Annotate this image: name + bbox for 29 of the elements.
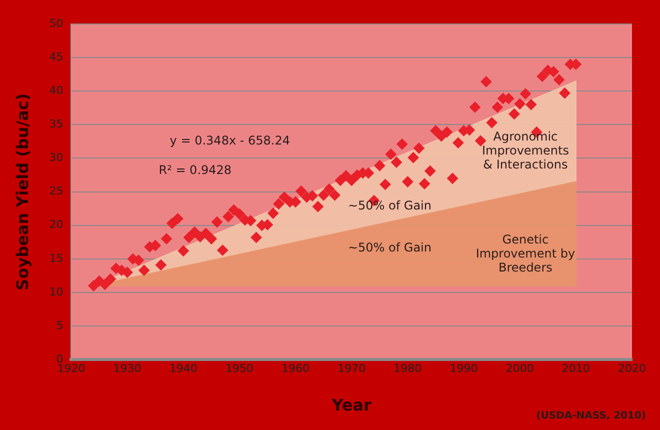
y-tick-label: 15 <box>49 252 64 265</box>
text: (USDA-NASS, 2010) <box>536 410 646 422</box>
y-tick-label: 5 <box>56 318 64 332</box>
y-tick-label: 25 <box>49 184 64 198</box>
annotation: ~50% of Gain <box>348 198 432 212</box>
annotation: R² = 0.9428 <box>158 163 232 178</box>
y-tick-label: 50 <box>49 16 64 30</box>
x-tick-label: 2010 <box>562 362 590 376</box>
x-tick-label: 1960 <box>282 362 310 376</box>
y-tick-label: 45 <box>49 50 64 64</box>
x-tick-label: 1990 <box>450 362 478 376</box>
x-tick-label: 1940 <box>169 362 198 376</box>
x-tick-label: 1930 <box>113 362 142 376</box>
series-label: Genetic Improvement by Breeders <box>476 232 576 275</box>
x-axis-title: Year <box>330 396 372 415</box>
y-tick-label: 40 <box>49 84 64 97</box>
y-axis-title: Soybean Yield (bu/ac) <box>12 93 32 290</box>
annotation: ~50% of Gain <box>348 240 432 254</box>
x-tick-label: 2000 <box>506 362 534 376</box>
y-tick-label: 20 <box>49 218 64 232</box>
annotation: y = 0.348x - 658.24 <box>170 134 290 148</box>
x-tick-label: 2020 <box>618 362 646 376</box>
series-label: Agronomic Improvements & Interactions <box>482 130 569 172</box>
x-tick-label: 1970 <box>338 362 366 376</box>
x-tick-label: 1980 <box>394 362 422 376</box>
x-tick-label: 1950 <box>225 362 254 376</box>
y-tick-label: 35 <box>49 118 64 131</box>
y-tick-label: 30 <box>49 151 64 164</box>
y-tick-label: 10 <box>49 285 64 298</box>
